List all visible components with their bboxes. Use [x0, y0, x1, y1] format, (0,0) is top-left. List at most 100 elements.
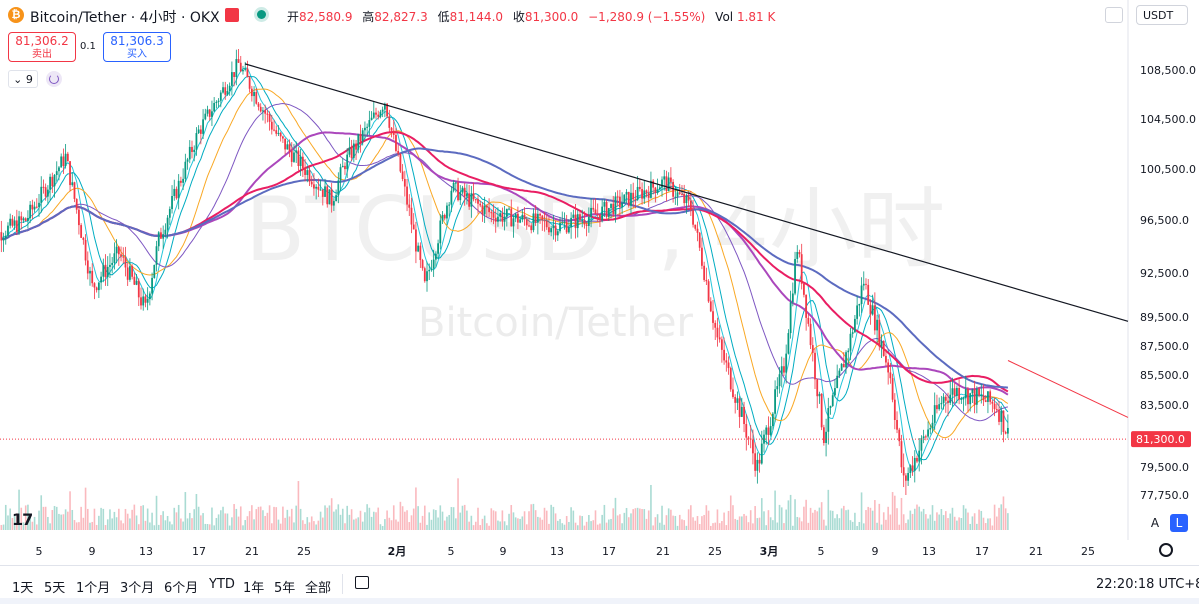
volume-bar: [579, 515, 581, 530]
candle-body: [618, 196, 621, 208]
volume-bar: [585, 521, 588, 530]
range-button[interactable]: 6个月: [164, 581, 199, 596]
time-axis[interactable]: 5 9 13 17 21 25 2月 5 9 13 17 21 25 3月 5 9 13 17 21 25: [36, 545, 1096, 558]
candle-body: [951, 388, 954, 395]
volume-bar: [670, 509, 672, 530]
range-button[interactable]: 5天: [44, 581, 66, 596]
volume-bar: [951, 507, 954, 530]
candle-body: [827, 407, 830, 432]
collapse-panel-button[interactable]: [1105, 7, 1123, 23]
candle-body: [215, 101, 218, 104]
candle-body: [834, 388, 836, 396]
candle-body: [931, 422, 934, 428]
settings-gear-icon[interactable]: [1159, 543, 1173, 557]
volume-value: 1.81 K: [736, 10, 776, 24]
flag-icon[interactable]: [225, 8, 239, 22]
volume-bar: [663, 524, 666, 530]
calendar-icon[interactable]: [355, 576, 369, 589]
candle-body: [204, 113, 207, 120]
candle-body: [430, 268, 433, 270]
buy-button[interactable]: 81,306.3 买入: [103, 32, 171, 62]
market-open-status-icon[interactable]: [257, 10, 266, 19]
sell-button[interactable]: 81,306.2 卖出: [8, 32, 76, 62]
volume-bar: [763, 511, 765, 530]
candle-body: [379, 111, 382, 117]
volume-bar: [346, 505, 348, 530]
log-scale-button[interactable]: L: [1170, 514, 1188, 532]
candle-body: [778, 374, 781, 387]
range-button[interactable]: 1个月: [76, 581, 111, 596]
candle-body: [437, 243, 439, 254]
candle-body: [953, 388, 956, 396]
candle-body: [417, 245, 420, 252]
volume-bar: [816, 511, 819, 530]
volume-bar: [171, 524, 173, 530]
candle-body: [559, 222, 561, 232]
indicators-refresh-icon[interactable]: [46, 71, 62, 87]
candle-body: [357, 133, 360, 150]
trendline[interactable]: [244, 63, 1129, 322]
range-button[interactable]: YTD: [209, 577, 235, 592]
volume-bar: [308, 522, 311, 530]
volume-bar: [497, 520, 499, 530]
volume-bar: [623, 512, 626, 530]
volume-bar: [847, 509, 850, 530]
clock[interactable]: 22:20:18 UTC+8: [1096, 577, 1199, 592]
volume-bar: [534, 510, 537, 530]
range-button[interactable]: 1年: [243, 581, 265, 596]
tradingview-logo[interactable]: 17: [12, 510, 33, 529]
volume-bar: [324, 505, 326, 530]
page-scrollbar[interactable]: [0, 598, 1199, 604]
candle-body: [645, 190, 648, 193]
volume-bar: [621, 523, 623, 530]
candle-body: [426, 271, 428, 282]
trendline-extension[interactable]: [1007, 360, 1129, 418]
candle-body: [765, 427, 768, 435]
volume-bar: [851, 521, 854, 530]
range-button[interactable]: 1天: [12, 581, 34, 596]
volume-bar: [213, 525, 215, 530]
volume-bar: [259, 506, 262, 530]
volume-bar: [235, 508, 238, 530]
auto-scale-button[interactable]: A: [1150, 516, 1160, 530]
range-button[interactable]: 5年: [274, 581, 296, 596]
volume-bar: [191, 518, 193, 530]
volume-bar: [175, 512, 178, 530]
volume-bar: [126, 513, 129, 530]
price-chart[interactable]: BTCUSDT, 4小时 Bitcoin/Tether 108,500.0 104…: [0, 0, 1199, 565]
volume-bar: [565, 516, 568, 530]
candle-body: [443, 214, 446, 219]
candle-body: [164, 229, 167, 235]
candle-body: [871, 305, 874, 315]
volume-bar: [521, 516, 524, 530]
candle-body: [40, 186, 43, 203]
range-button[interactable]: 全部: [305, 581, 332, 596]
symbol-title[interactable]: Bitcoin/Tether · 4小时 · OKX: [30, 10, 220, 26]
volume-bar: [838, 518, 841, 530]
volume-bar: [545, 510, 548, 530]
buy-price: 81,306.3: [110, 34, 164, 48]
volume-bar: [871, 510, 874, 530]
volume-bar: [625, 507, 628, 530]
volume-bar: [563, 524, 566, 530]
candle-body: [412, 224, 415, 230]
volume-bar: [869, 507, 872, 530]
candle-body: [244, 68, 247, 70]
indicators-toggle[interactable]: ⌄ 9: [8, 70, 38, 88]
sell-price: 81,306.2: [15, 34, 69, 48]
currency-select[interactable]: USDT: [1136, 5, 1188, 25]
candle-body: [683, 194, 686, 204]
volume-bar: [989, 518, 991, 530]
candle-body: [348, 147, 351, 155]
candle-body: [288, 144, 291, 151]
volume-bar: [395, 519, 397, 530]
volume-bar: [665, 515, 668, 530]
price-axis[interactable]: 108,500.0 104,500.0 100,500.0 96,500.0 92,50…: [1140, 64, 1196, 502]
range-button[interactable]: 3个月: [120, 581, 155, 596]
volume-bar: [417, 506, 419, 530]
volume-bar: [958, 517, 960, 530]
candle-body: [587, 216, 590, 226]
volume-bar: [630, 513, 632, 530]
candle-body: [707, 281, 710, 302]
volume-bar: [627, 517, 630, 530]
